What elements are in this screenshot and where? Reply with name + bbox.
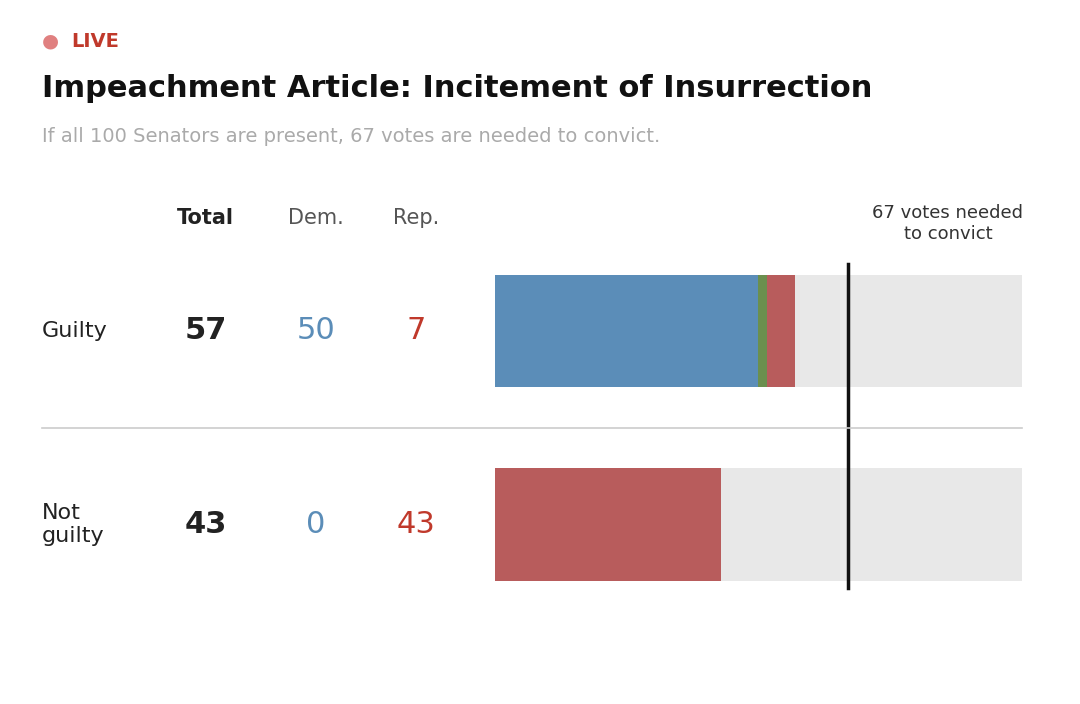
Text: 67 votes needed
to convict: 67 votes needed to convict xyxy=(873,204,1024,243)
Text: 0: 0 xyxy=(307,510,326,539)
Bar xyxy=(495,275,1022,387)
Bar xyxy=(495,468,1022,581)
Text: 7: 7 xyxy=(406,316,426,346)
Text: If all 100 Senators are present, 67 votes are needed to convict.: If all 100 Senators are present, 67 vote… xyxy=(42,127,660,146)
Bar xyxy=(758,275,767,387)
Text: 50: 50 xyxy=(297,316,335,346)
Bar xyxy=(495,468,721,581)
Text: 57: 57 xyxy=(185,316,227,346)
Bar xyxy=(767,275,795,387)
Text: Rep.: Rep. xyxy=(393,208,440,227)
Text: Not
guilty: Not guilty xyxy=(42,503,105,546)
Text: 43: 43 xyxy=(185,510,227,539)
Text: Total: Total xyxy=(177,208,234,227)
Text: LIVE: LIVE xyxy=(71,32,120,51)
Text: 43: 43 xyxy=(396,510,435,539)
Text: ●: ● xyxy=(42,32,59,51)
Text: Guilty: Guilty xyxy=(42,321,108,341)
Text: Impeachment Article: Incitement of Insurrection: Impeachment Article: Incitement of Insur… xyxy=(42,74,873,103)
Text: Dem.: Dem. xyxy=(288,208,343,227)
Bar xyxy=(495,275,758,387)
